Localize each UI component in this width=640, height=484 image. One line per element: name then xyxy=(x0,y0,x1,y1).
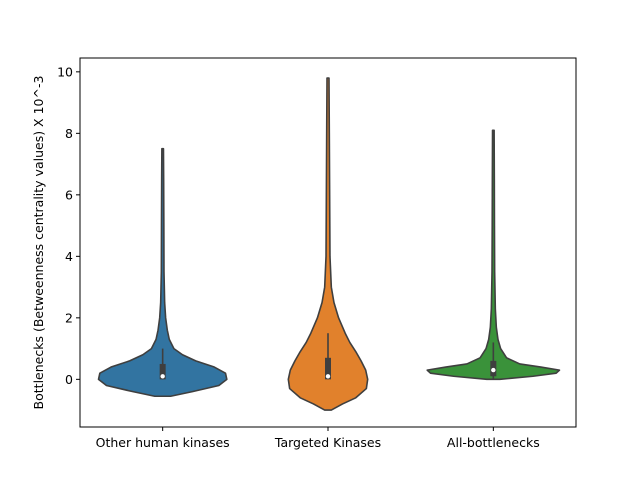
y-tick-label: 4 xyxy=(65,249,73,264)
y-tick-label: 8 xyxy=(65,126,73,141)
violins-layer xyxy=(97,77,561,411)
y-axis: 0 2 4 6 8 10 xyxy=(57,64,80,387)
y-tick-label: 6 xyxy=(65,187,73,202)
y-tick-label: 2 xyxy=(65,310,73,325)
violin-median-dot xyxy=(491,367,496,373)
violin-median-dot xyxy=(325,374,331,379)
x-axis: Other human kinases Targeted Kinases All-b… xyxy=(96,427,540,450)
violin-iqr-box xyxy=(159,363,166,380)
y-axis-label: Bottlenecks (Betweenness centrality valu… xyxy=(31,76,46,410)
violin-median-dot xyxy=(160,374,165,379)
y-tick-label: 10 xyxy=(57,64,73,79)
violin-body xyxy=(97,147,228,398)
violin-body xyxy=(287,77,369,411)
violin-iqr-box xyxy=(325,357,331,380)
x-tick-label: Targeted Kinases xyxy=(274,435,381,450)
y-tick-label: 0 xyxy=(65,372,73,387)
x-tick-label: All-bottlenecks xyxy=(447,435,540,450)
violin-body xyxy=(426,129,561,381)
x-tick-label: Other human kinases xyxy=(96,435,230,450)
